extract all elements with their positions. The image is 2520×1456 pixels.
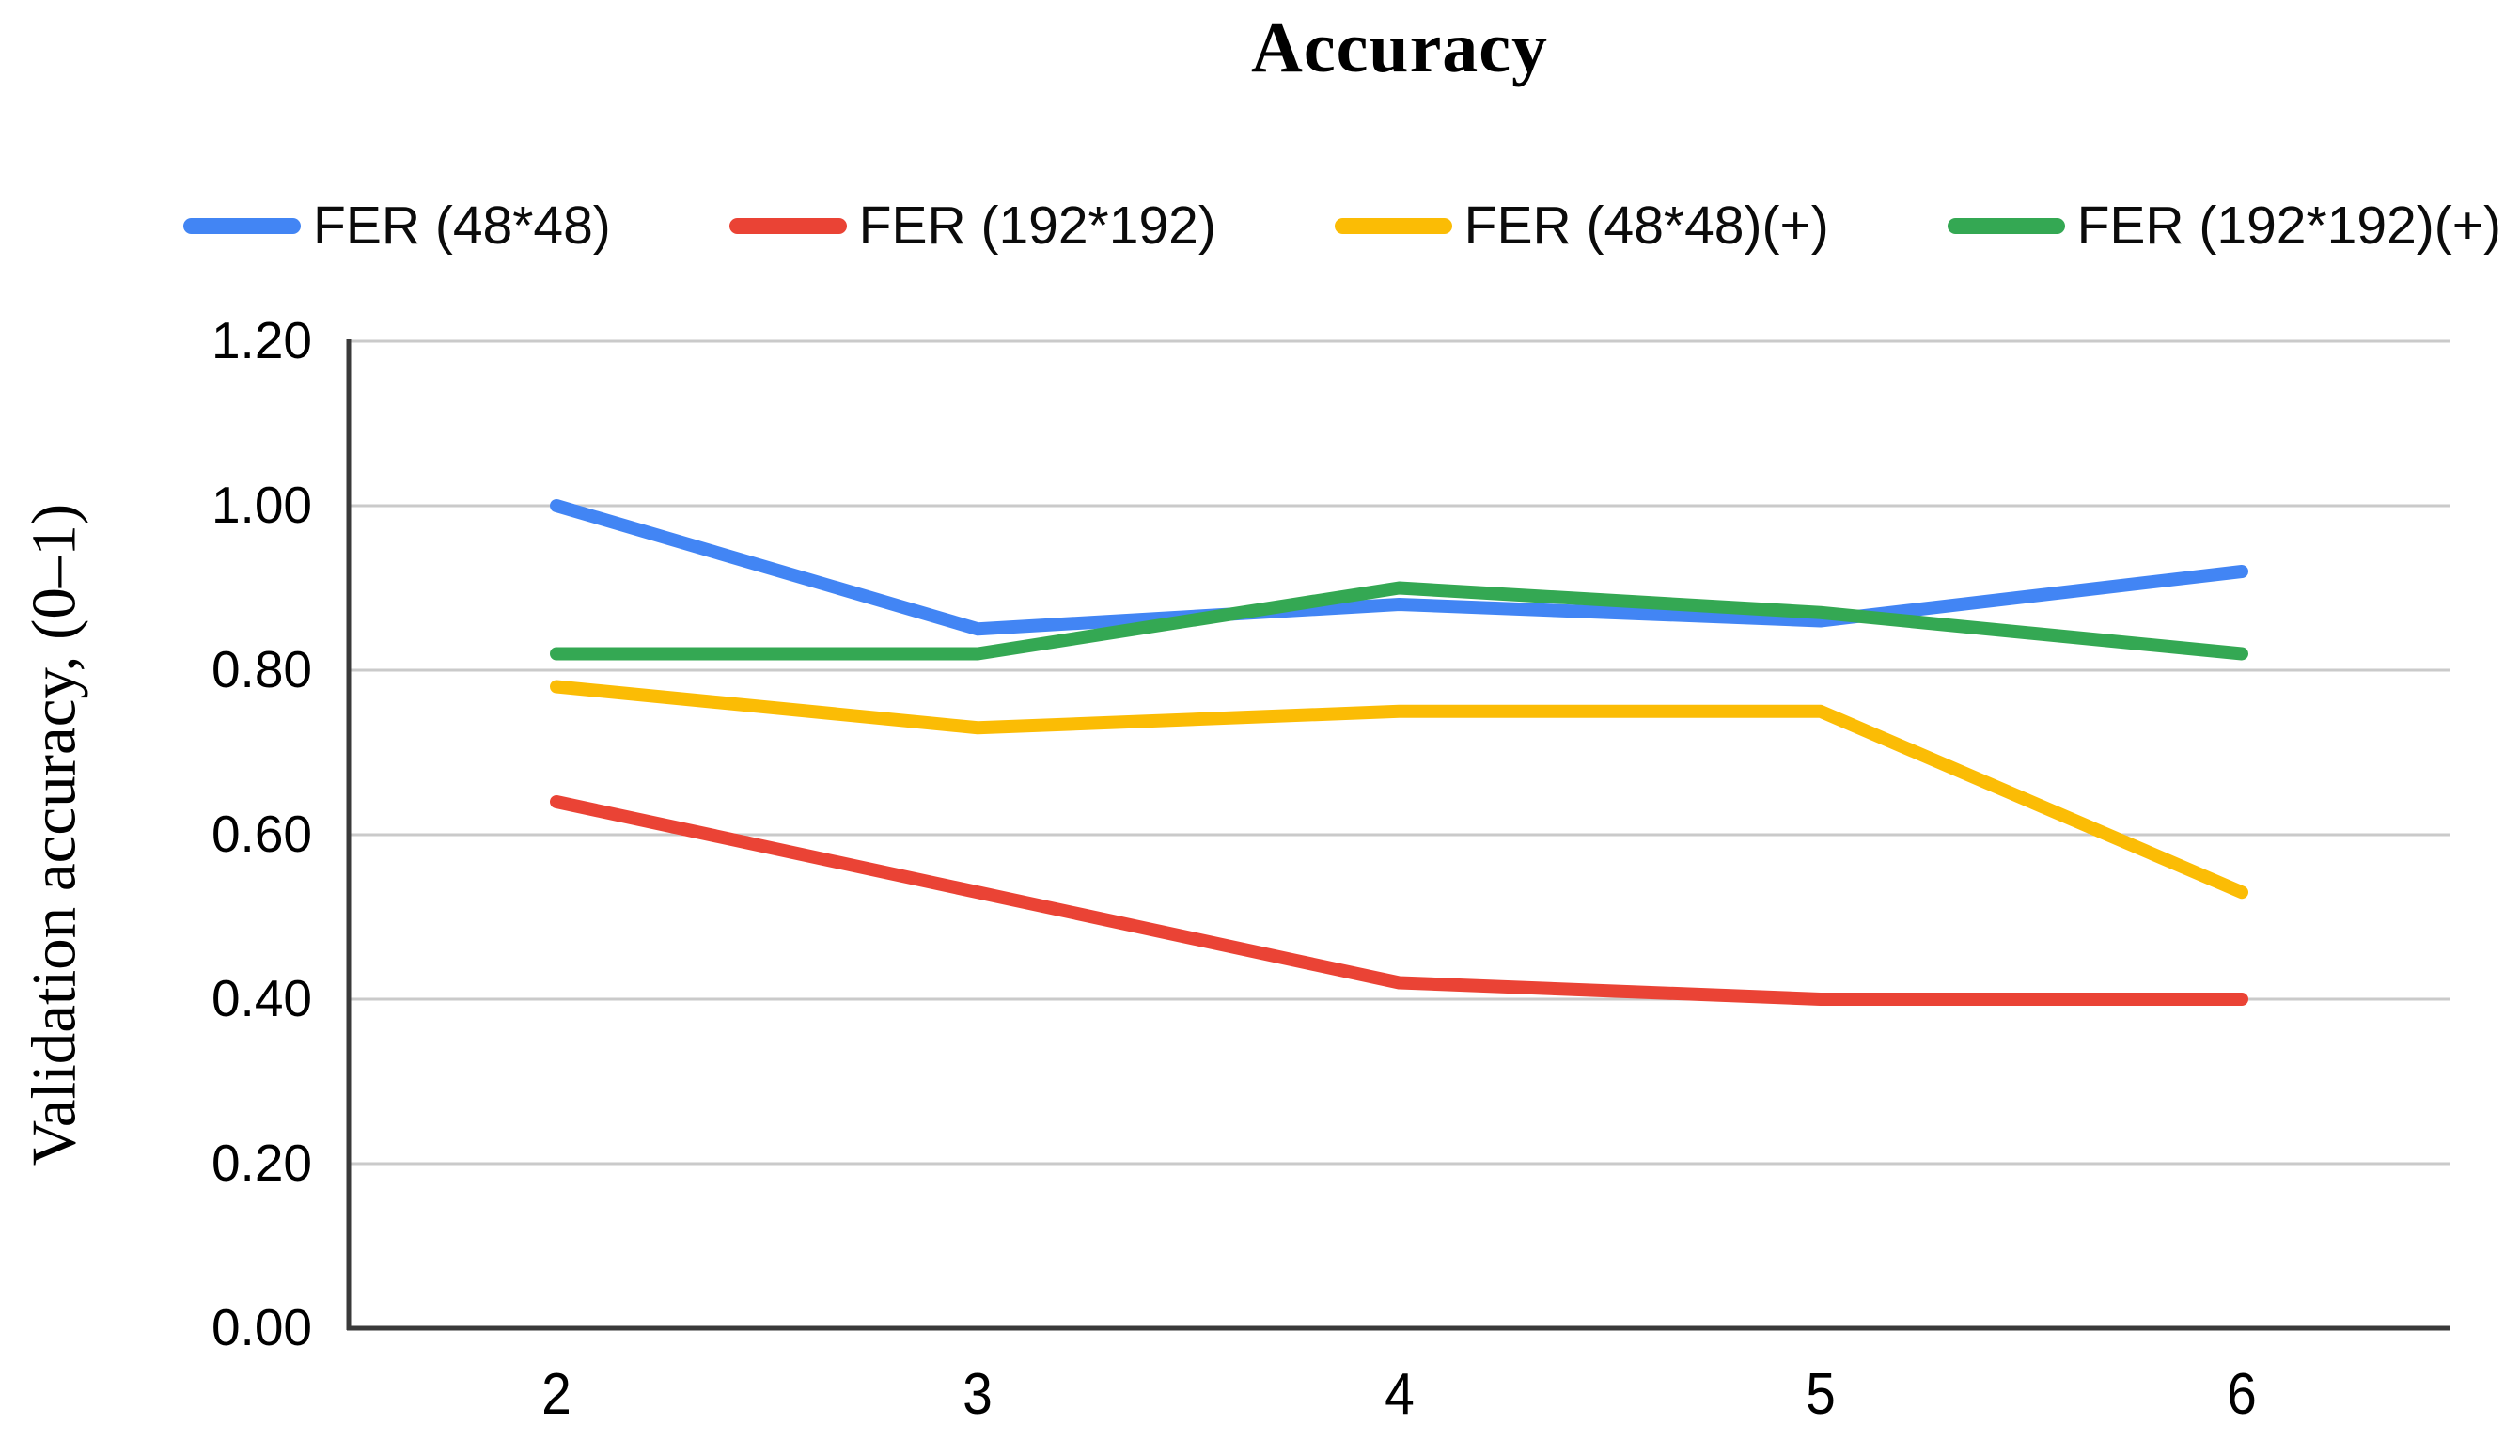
chart-title: Accuracy bbox=[1250, 8, 1549, 87]
legend-item-1: FER (192*192) bbox=[728, 195, 1216, 257]
legend-label: FER (48*48) bbox=[313, 196, 611, 256]
x-tick-label: 5 bbox=[1805, 1362, 1836, 1427]
legend-label: FER (48*48)(+) bbox=[1463, 196, 1829, 256]
legend-item-3: FER (192*192)(+) bbox=[1947, 195, 2501, 257]
legend-label: FER (192*192)(+) bbox=[2076, 196, 2501, 256]
series-line-3 bbox=[550, 581, 2248, 661]
legend-swatch-icon bbox=[1947, 217, 2065, 234]
x-tick-label: 6 bbox=[2227, 1362, 2257, 1427]
series-line-2 bbox=[550, 680, 2248, 900]
legend-item-0: FER (48*48) bbox=[183, 195, 611, 257]
legend-item-2: FER (48*48)(+) bbox=[1334, 195, 1829, 257]
x-tick-label: 4 bbox=[1384, 1362, 1415, 1427]
y-tick-label: 0.40 bbox=[211, 969, 312, 1027]
legend-swatch-icon bbox=[728, 217, 847, 234]
y-tick-label: 1.00 bbox=[211, 476, 312, 534]
series-line-0 bbox=[550, 499, 2248, 636]
y-tick-label: 0.20 bbox=[211, 1134, 312, 1192]
series-line-1 bbox=[550, 795, 2248, 1006]
legend-swatch-icon bbox=[183, 217, 301, 234]
legend-swatch-icon bbox=[1334, 217, 1452, 234]
x-tick-label: 3 bbox=[963, 1362, 994, 1427]
y-tick-label: 0.00 bbox=[211, 1298, 312, 1356]
y-tick-label: 0.80 bbox=[211, 640, 312, 698]
y-tick-label: 1.20 bbox=[211, 311, 312, 369]
x-tick-label: 2 bbox=[541, 1362, 571, 1427]
chart-legend: FER (48*48) FER (192*192) FER (48*48)(+) FE… bbox=[183, 193, 2501, 258]
y-tick-label: 0.60 bbox=[211, 805, 312, 863]
legend-label: FER (192*192) bbox=[858, 196, 1216, 256]
